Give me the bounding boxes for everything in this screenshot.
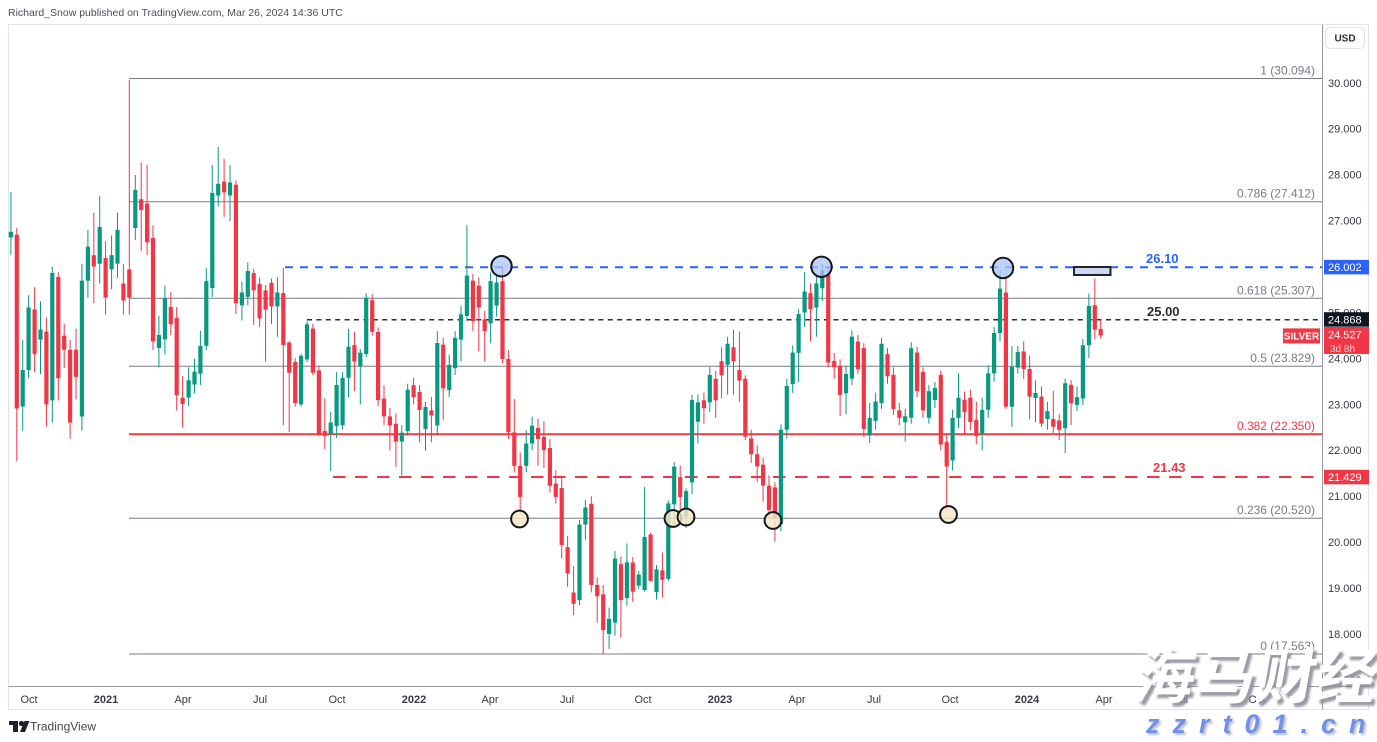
svg-text:1 (30.094): 1 (30.094) — [1260, 64, 1315, 78]
svg-text:26.002: 26.002 — [1328, 262, 1362, 274]
svg-text:Jul: Jul — [560, 694, 574, 706]
svg-text:Oct: Oct — [20, 694, 37, 706]
svg-text:2022: 2022 — [402, 694, 426, 706]
svg-text:0.618 (25.307): 0.618 (25.307) — [1237, 283, 1315, 297]
svg-text:19.000: 19.000 — [1328, 583, 1362, 595]
svg-text:SILVER: SILVER — [1284, 332, 1320, 343]
svg-text:2024: 2024 — [1015, 694, 1040, 706]
svg-text:Richard_Snow published on Trad: Richard_Snow published on TradingView.co… — [8, 7, 343, 19]
svg-text:TradingView: TradingView — [30, 720, 96, 734]
svg-text:Apr: Apr — [1095, 694, 1112, 706]
svg-text:2021: 2021 — [94, 694, 118, 706]
svg-text:Apr: Apr — [174, 694, 191, 706]
svg-text:22.000: 22.000 — [1328, 445, 1362, 457]
svg-text:Jul: Jul — [867, 694, 881, 706]
svg-text:21.43: 21.43 — [1153, 460, 1186, 475]
svg-text:21.000: 21.000 — [1328, 491, 1362, 503]
svg-text:USD: USD — [1334, 34, 1355, 45]
svg-text:Oct: Oct — [634, 694, 651, 706]
svg-text:3d 8h: 3d 8h — [1330, 344, 1355, 355]
svg-text:Apr: Apr — [481, 694, 498, 706]
svg-text:24.000: 24.000 — [1328, 353, 1362, 365]
svg-text:24.527: 24.527 — [1328, 330, 1362, 342]
svg-text:21.429: 21.429 — [1328, 472, 1362, 484]
svg-text:Apr: Apr — [788, 694, 805, 706]
svg-text:27.000: 27.000 — [1328, 216, 1362, 228]
svg-text:18.000: 18.000 — [1328, 629, 1362, 641]
svg-text:0.236 (20.520): 0.236 (20.520) — [1237, 503, 1315, 517]
svg-text:Jul: Jul — [253, 694, 267, 706]
svg-text:30.000: 30.000 — [1328, 78, 1362, 90]
svg-text:29.000: 29.000 — [1328, 124, 1362, 136]
svg-text:0.5 (23.829): 0.5 (23.829) — [1250, 351, 1315, 365]
svg-text:Oct: Oct — [328, 694, 345, 706]
svg-text:23.000: 23.000 — [1328, 399, 1362, 411]
svg-text:25.00: 25.00 — [1147, 304, 1180, 319]
svg-text:Oct: Oct — [941, 694, 958, 706]
svg-text:26.10: 26.10 — [1146, 251, 1179, 266]
svg-text:0.382 (22.350): 0.382 (22.350) — [1237, 419, 1315, 433]
svg-text:2023: 2023 — [708, 694, 732, 706]
svg-text:24.868: 24.868 — [1328, 314, 1362, 326]
svg-text:20.000: 20.000 — [1328, 537, 1362, 549]
svg-text:28.000: 28.000 — [1328, 170, 1362, 182]
svg-text:0.786 (27.412): 0.786 (27.412) — [1237, 187, 1315, 201]
